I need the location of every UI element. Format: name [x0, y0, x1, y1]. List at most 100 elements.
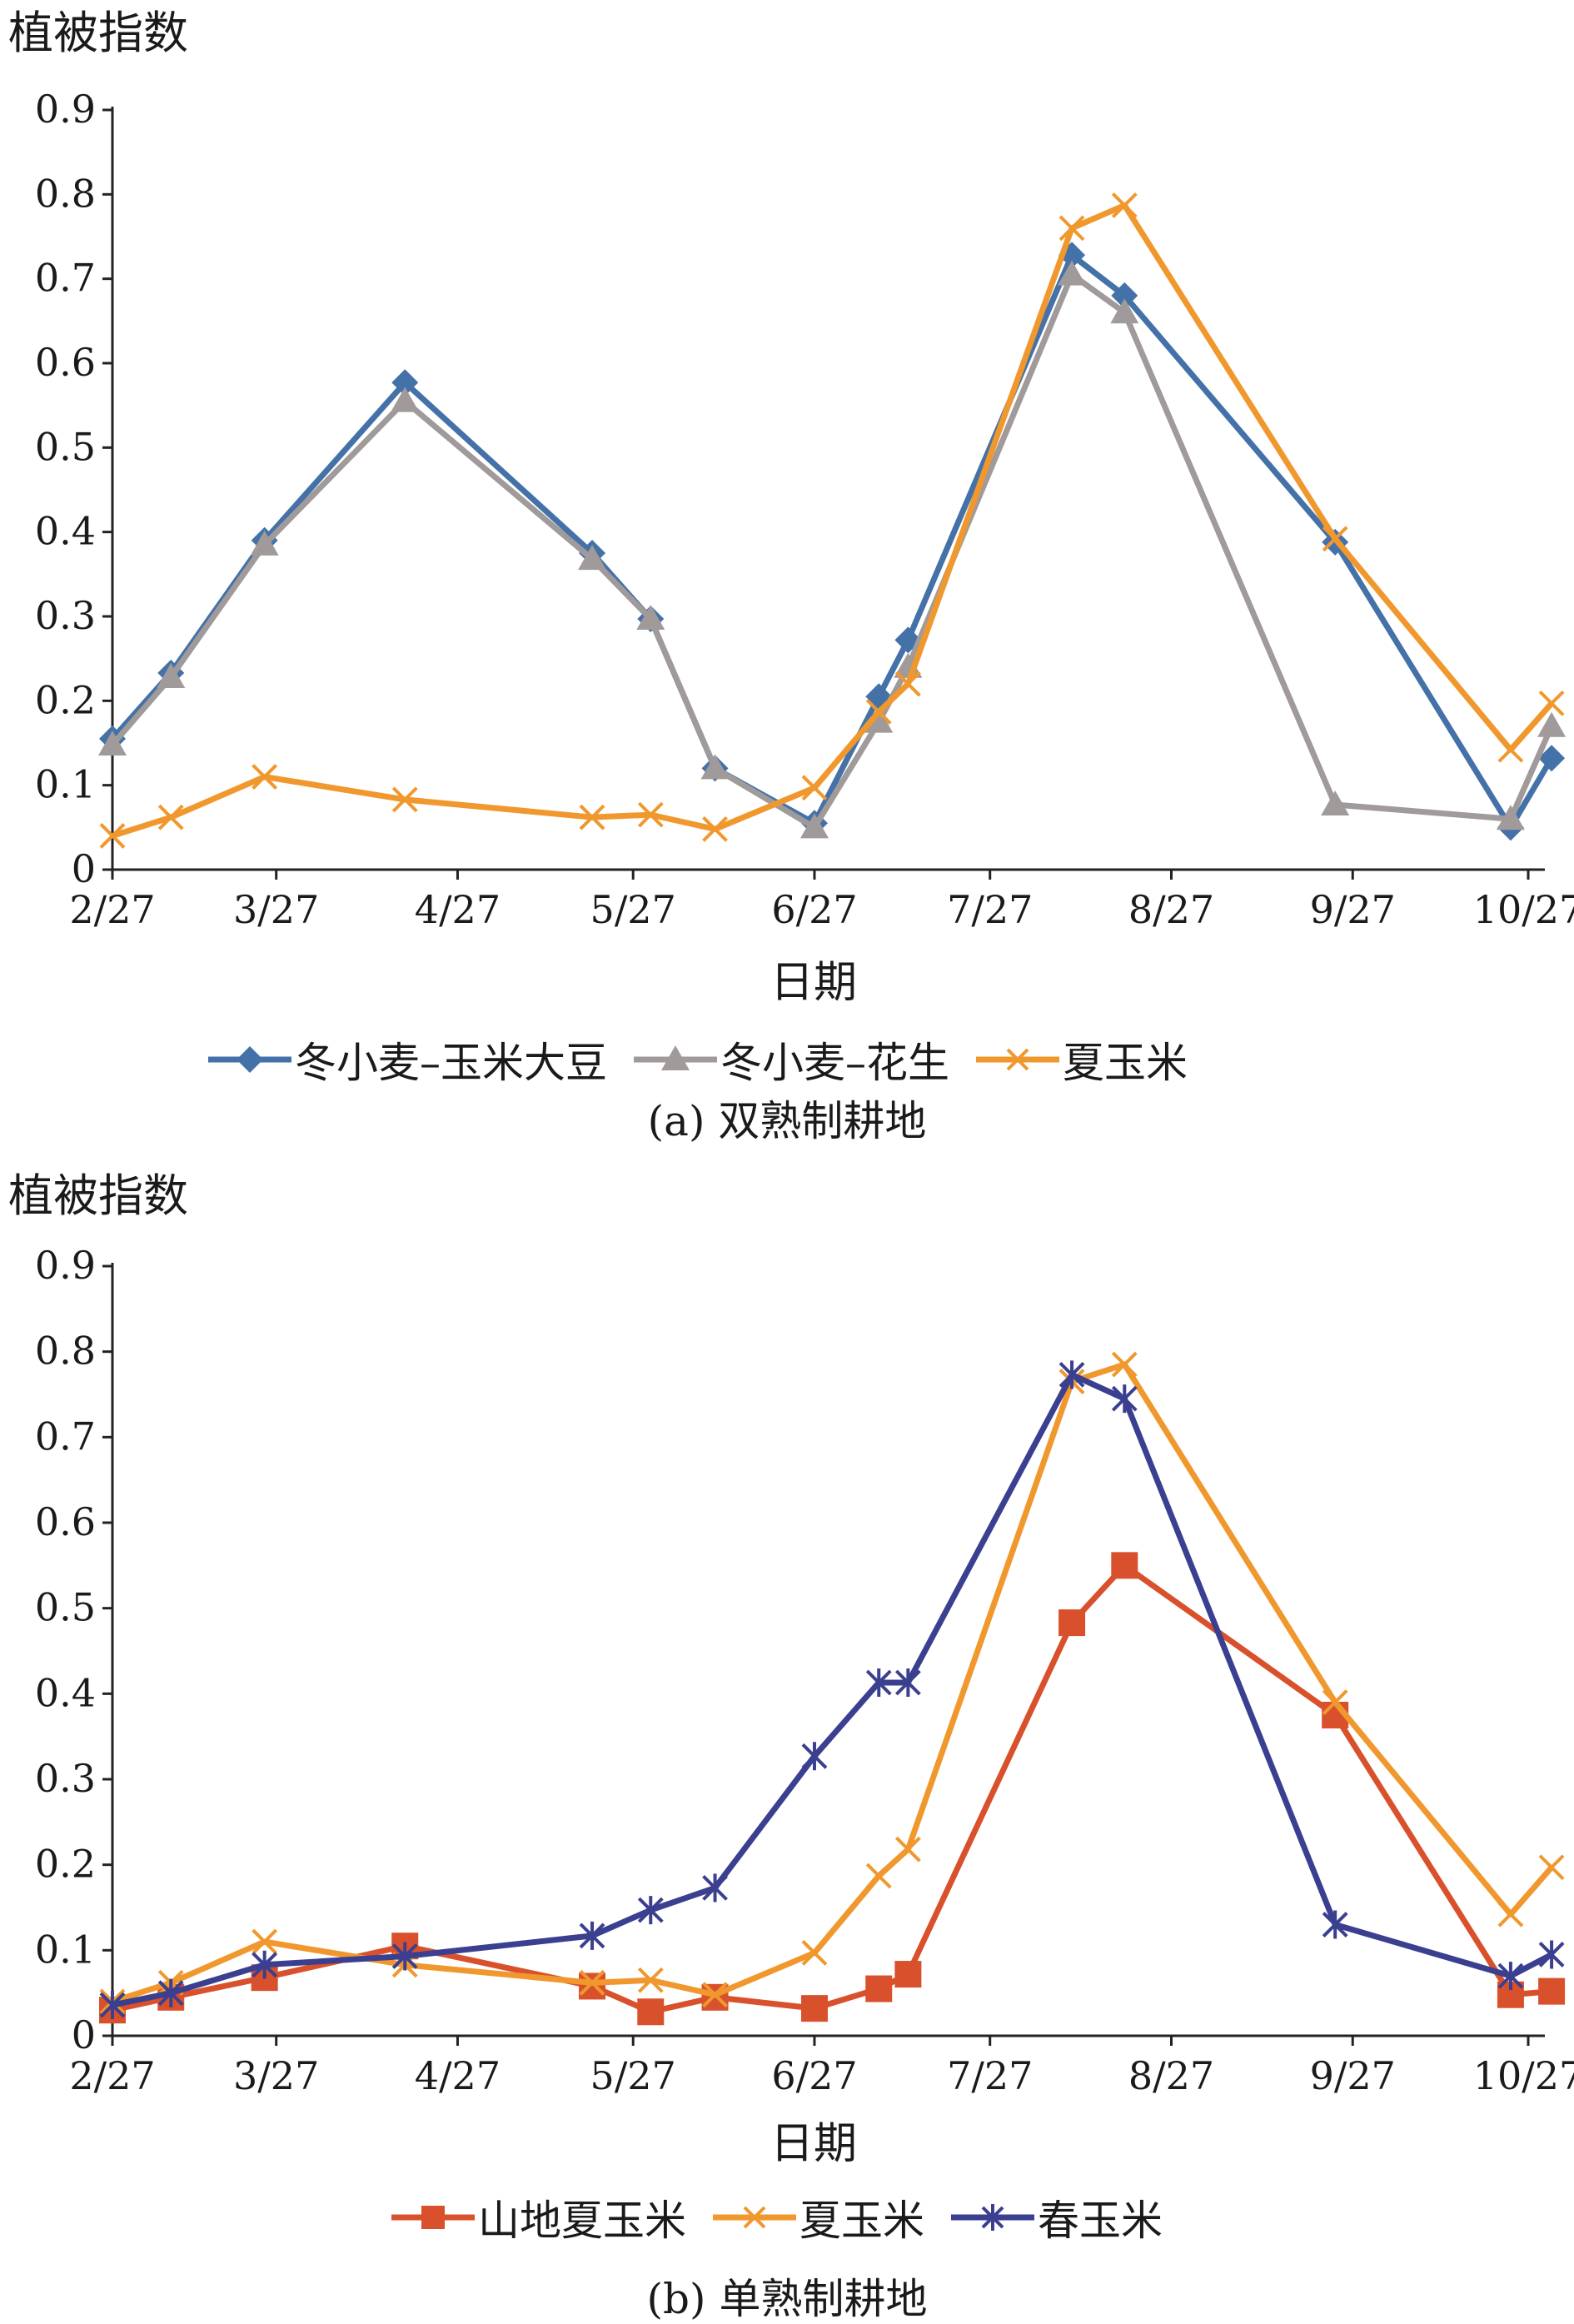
legend-label: 冬小麦–玉米大豆 — [295, 1039, 607, 1087]
legend-item: 冬小麦–花生 — [634, 1030, 949, 1090]
data-point — [865, 1863, 892, 1889]
legend-swatch-diamond-icon — [208, 1046, 291, 1073]
data-point — [1538, 1977, 1566, 2005]
data-point — [799, 813, 829, 839]
series-line — [111, 1361, 1554, 2005]
data-point — [579, 1972, 606, 2000]
data-point — [391, 387, 420, 412]
x-tick-label: 4/27 — [415, 2053, 501, 2098]
legend-swatch-x-icon — [976, 1048, 1059, 1071]
data-point — [1111, 1351, 1138, 1378]
y-tick-label: 0.9 — [35, 87, 96, 132]
data-point — [579, 804, 605, 830]
data-point — [864, 707, 894, 733]
data-point — [579, 1969, 605, 1996]
data-point — [637, 1896, 664, 1925]
data-point — [1322, 1689, 1348, 1716]
data-point — [702, 815, 728, 842]
line-chart-b: 0 0.1 0.2 0.3 0.4 0.5 0.6 0.7 0.8 0.9 2/27 3/27 4/27… — [35, 1243, 1574, 2098]
x-axis-title: 日期 — [770, 958, 857, 1008]
y-tick-label: 0.4 — [35, 1670, 96, 1715]
legend-swatch-x-icon — [713, 2206, 796, 2229]
data-point — [637, 801, 664, 828]
data-point — [1321, 790, 1350, 815]
data-point — [1058, 1609, 1086, 1637]
data-point — [99, 823, 126, 849]
data-point — [1058, 260, 1087, 286]
data-point — [1497, 1962, 1524, 1991]
data-point — [1497, 736, 1524, 763]
data-point — [894, 671, 921, 697]
data-point — [801, 1939, 828, 1966]
data-point — [801, 1742, 828, 1771]
y-tick-label: 0.3 — [35, 1756, 96, 1801]
figure-caption: (b) 单熟制耕地 — [646, 2275, 928, 2323]
data-point — [1538, 690, 1565, 716]
data-point — [391, 369, 419, 396]
data-point — [250, 530, 279, 556]
legend-label: 山地夏玉米 — [478, 2197, 686, 2245]
chart-panel-b: 植被指数 0 0.1 0.2 0.3 0.4 0.5 0.6 0.7 0.8 0.9 2/27 3/2… — [0, 1161, 1574, 2324]
data-point — [894, 1961, 922, 1988]
y-tick-label: 0.5 — [35, 424, 96, 469]
x-tick-label: 9/27 — [1310, 2053, 1396, 2098]
data-point — [1538, 745, 1566, 772]
x-tick-label: 2/27 — [69, 887, 155, 932]
x-tick-label: 10/27 — [1473, 2053, 1574, 2098]
legend-item: 夏玉米 — [976, 1030, 1188, 1090]
data-point — [1111, 282, 1138, 309]
series-line — [112, 1562, 1552, 2015]
legend-item: 夏玉米 — [713, 2187, 924, 2247]
y-tick-label: 0.2 — [35, 677, 96, 722]
series-line — [111, 202, 1554, 839]
x-tick-label: 8/27 — [1128, 2053, 1214, 2098]
legend-item: 春玉米 — [951, 2187, 1163, 2247]
legend: 山地夏玉米 夏玉米 春玉米 — [391, 2191, 1189, 2245]
data-point — [1111, 1384, 1138, 1414]
y-tick-label: 0.2 — [35, 1842, 96, 1887]
x-tick-label: 6/27 — [771, 2053, 857, 2098]
data-point — [157, 662, 186, 688]
data-point — [252, 1950, 278, 1979]
data-point — [637, 1998, 665, 2026]
data-point — [1110, 298, 1139, 324]
y-axis-title: 植被指数 — [8, 7, 188, 59]
legend-item: 山地夏玉米 — [391, 2187, 686, 2247]
legend-label: 夏玉米 — [1063, 1039, 1188, 1087]
data-point — [1322, 526, 1348, 552]
data-point — [1058, 215, 1085, 242]
legend-swatch-asterisk-icon — [951, 2204, 1034, 2231]
x-tick-label: 9/27 — [1310, 887, 1396, 932]
x-tick-label: 4/27 — [415, 887, 501, 932]
data-point — [1496, 805, 1525, 830]
data-point — [252, 764, 278, 790]
y-tick-label: 0.7 — [35, 256, 96, 301]
y-axis-title: 植被指数 — [8, 1169, 188, 1222]
figure-caption: (a) 双熟制耕地 — [647, 1097, 927, 1145]
y-tick-label: 0.6 — [35, 340, 96, 385]
x-tick-label: 8/27 — [1128, 887, 1214, 932]
y-tick-label: 0.1 — [35, 1927, 96, 1972]
data-point — [865, 699, 892, 725]
line-chart-a: 0 0.1 0.2 0.3 0.4 0.5 0.6 0.7 0.8 0.9 2/27 3/27 4/27… — [35, 87, 1574, 932]
x-tick-label: 10/27 — [1473, 887, 1574, 932]
legend-item: 冬小麦–玉米大豆 — [208, 1030, 607, 1090]
x-tick-label: 2/27 — [69, 2053, 155, 2098]
data-point — [391, 1942, 418, 1971]
y-tick-label: 0.4 — [35, 509, 96, 554]
legend: 冬小麦–玉米大豆 冬小麦–花生 夏玉米 — [208, 1033, 1214, 1087]
y-tick-label: 0 — [72, 846, 96, 891]
data-point — [1111, 192, 1138, 218]
y-tick-label: 0.8 — [35, 171, 96, 216]
y-tick-label: 0.8 — [35, 1329, 96, 1374]
data-point — [1058, 1360, 1085, 1389]
x-tick-label: 5/27 — [590, 2053, 676, 2098]
x-tick-label: 7/27 — [947, 2053, 1033, 2098]
data-point — [98, 731, 127, 756]
x-axis-title: 日期 — [770, 2119, 857, 2169]
legend-swatch-square-icon — [391, 2206, 475, 2229]
data-point — [637, 1967, 664, 1993]
y-tick-label: 0.5 — [35, 1585, 96, 1630]
data-point — [157, 1978, 184, 2007]
data-point — [865, 1668, 892, 1697]
